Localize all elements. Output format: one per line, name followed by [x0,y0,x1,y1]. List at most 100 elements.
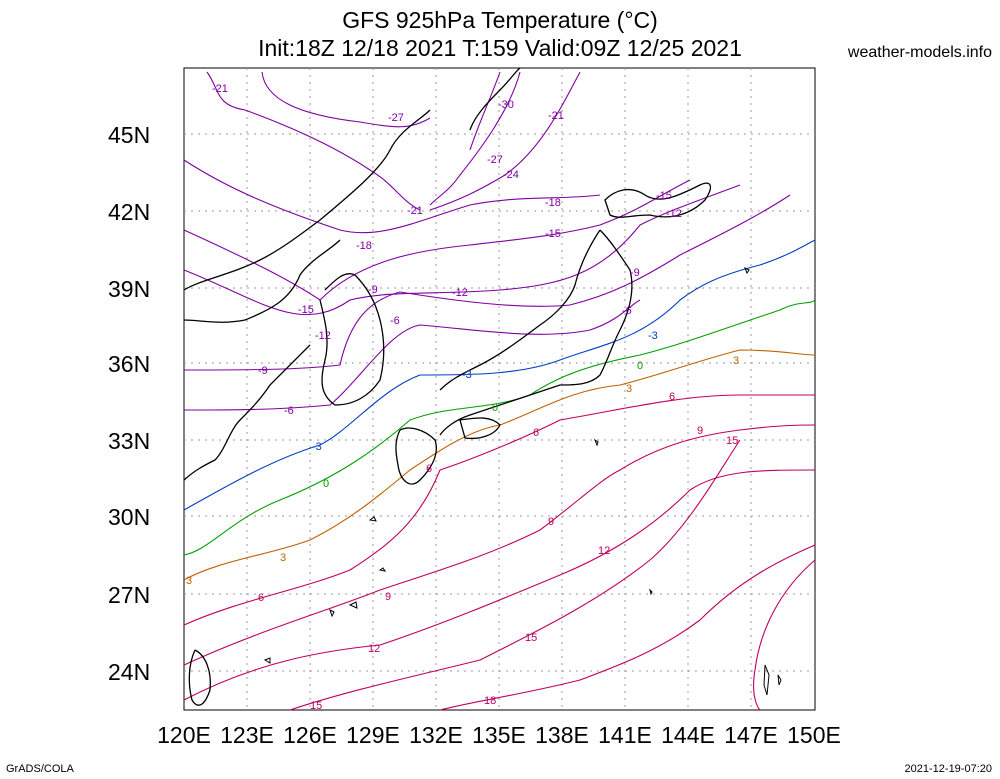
contour-label: -30 [498,99,514,111]
contour-label: 3 [186,575,192,587]
contour-label: -15 [298,304,314,316]
contour-label: -12 [315,330,331,342]
render-timestamp: 2021-12-19-07:20 [904,763,992,775]
contour-label: -9 [368,284,378,296]
isotherm-minus15 [183,179,691,301]
lat-tick: 30N [108,504,150,530]
contour-labels: -21 -27 -30 -21 -27 -24 -21 -18 -18 -15 … [186,83,739,712]
contour-label: 6 [258,592,264,604]
lon-tick: 132E [409,722,463,748]
lat-tick: 27N [108,582,150,608]
isotherms [183,71,816,711]
lon-tick: 150E [787,722,841,748]
contour-label: -3 [648,330,658,342]
contour-label: -21 [212,83,228,95]
small-islands [263,266,782,696]
contour-label: 6 [426,463,432,475]
contour-label: -9 [630,267,640,279]
lat-axis: 24N 27N 30N 33N 36N 39N 42N 45N [108,122,150,685]
contour-label: -15 [656,190,672,202]
contour-label: -18 [356,240,372,252]
lat-tick: 33N [108,428,150,454]
contour-label: -6 [284,405,294,417]
lon-tick: 120E [157,722,211,748]
contour-label: 3 [733,355,739,367]
lat-tick: 39N [108,276,150,302]
isotherm-minus24 [429,71,521,206]
contour-label: -24 [503,169,519,181]
coast-hokkaido [604,182,712,218]
isotherm-15 [289,439,741,711]
coast-korea [319,273,385,406]
site-name: weather-models.info [847,44,992,61]
lon-tick: 141E [598,722,652,748]
lat-tick: 36N [108,351,150,377]
contour-label: -21 [407,205,423,217]
map-subtitle: Init:18Z 12/18 2021 T:159 Valid:09Z 12/2… [258,35,742,61]
isotherm-15-east [753,559,816,711]
contour-label: 12 [368,643,380,655]
contour-label: 9 [697,425,703,437]
coast-asia-mainland [183,109,431,481]
contour-label: 9 [385,591,391,603]
coastlines [183,67,712,706]
contour-label: 9 [548,516,554,528]
coast-sakhalin [469,67,521,131]
contour-label: -18 [545,197,561,209]
contour-label: -12 [452,287,468,299]
isotherm-minus6 [183,299,641,411]
contour-label: -21 [548,110,564,122]
isotherm-18 [439,544,816,711]
contour-label: 15 [310,700,322,712]
lon-axis: 120E 123E 126E 129E 132E 135E 138E 141E … [157,722,841,748]
lat-tick: 45N [108,122,150,148]
contour-label: -3 [312,441,322,453]
contour-label: 3 [626,383,632,395]
lon-tick: 126E [283,722,337,748]
lat-tick: 24N [108,659,150,685]
isotherm-minus21-east [429,71,581,211]
lon-tick: 138E [535,722,589,748]
contour-label: -9 [258,365,268,377]
isotherm-minus30 [469,71,501,151]
lon-tick: 129E [346,722,400,748]
contour-label: -27 [487,154,503,166]
contour-label: 3 [280,552,286,564]
contour-label: 6 [533,427,539,439]
map-title: GFS 925hPa Temperature (°C) [342,7,658,33]
contour-label: 18 [484,695,496,707]
contour-label: 0 [637,360,643,372]
isotherm-minus9 [183,194,791,371]
contour-label: 15 [525,632,537,644]
contour-label: 6 [669,391,675,403]
contour-label: -15 [545,228,561,240]
lon-tick: 147E [724,722,778,748]
lon-tick: 123E [220,722,274,748]
contour-label: 0 [492,402,498,414]
isotherm-minus21-west [206,71,421,211]
contour-label: -3 [462,369,472,381]
isotherm-9 [183,424,816,666]
isotherm-minus27 [261,71,431,128]
contour-label: 0 [323,478,329,490]
contour-label: 12 [598,545,610,557]
coast-kyushu [395,427,437,485]
contour-label: -6 [622,305,632,317]
coast-taiwan [188,649,211,706]
lat-tick: 42N [108,199,150,225]
isotherm-6 [183,394,815,626]
coast-shikoku [459,417,501,440]
contour-label: -6 [390,315,400,327]
software-credit: GrADS/COLA [6,763,74,775]
contour-label: 15 [726,435,738,447]
contour-label: -27 [388,112,404,124]
contour-label: -12 [666,208,682,220]
lon-tick: 135E [472,722,526,748]
isotherm-12 [183,469,816,701]
grid-lines [184,68,815,710]
isotherm-minus3 [183,239,816,511]
isotherm-minus18 [183,159,601,234]
coast-honshu [439,229,633,436]
lon-tick: 144E [661,722,715,748]
